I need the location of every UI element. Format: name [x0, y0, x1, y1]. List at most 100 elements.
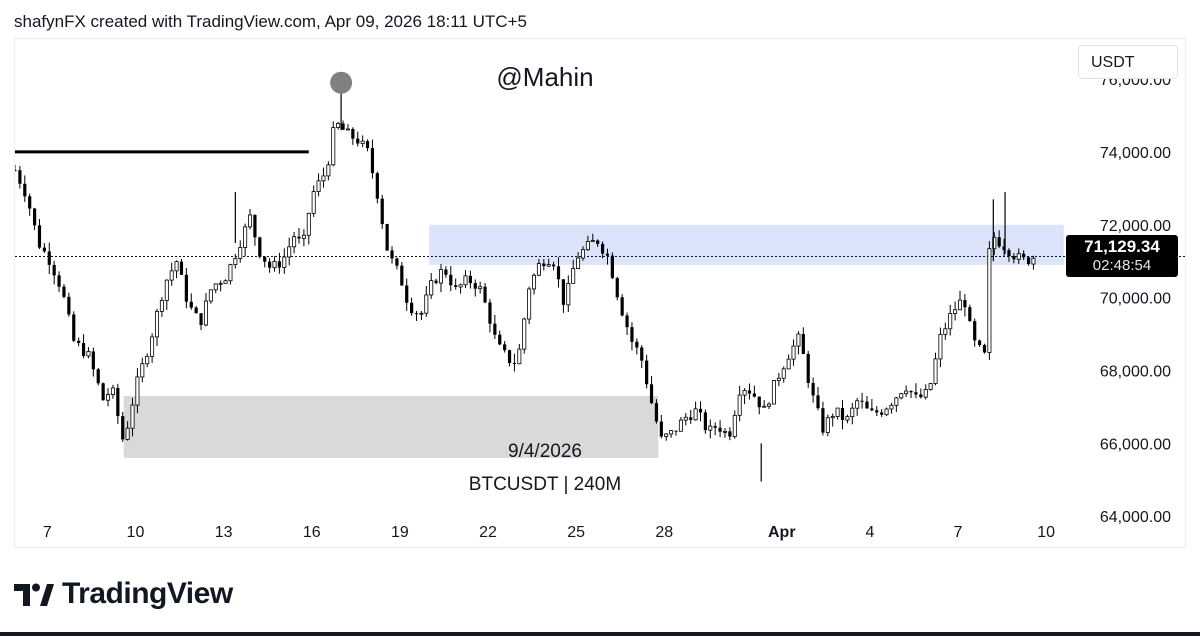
candle — [870, 399, 874, 412]
candle — [390, 246, 394, 264]
candle — [96, 368, 100, 386]
candle — [571, 259, 576, 284]
candle — [218, 280, 223, 292]
tradingview-logo[interactable]: TradingView — [14, 576, 233, 612]
candle — [713, 422, 717, 436]
zone-upper — [429, 224, 1064, 265]
chart-panel[interactable]: 64,000.00 66,000.00 68,000.00 70,000.00 72,0… — [14, 38, 1187, 549]
candle — [958, 290, 963, 311]
candle — [15, 164, 17, 172]
currency-selector[interactable]: USDT — [1078, 45, 1178, 79]
candle — [292, 231, 297, 254]
last-price-label: 71,129.34 02:48:54 — [1066, 235, 1178, 277]
candle — [771, 380, 776, 405]
candle — [159, 297, 164, 317]
candle — [596, 239, 600, 247]
candle — [77, 337, 81, 347]
candle — [683, 413, 688, 426]
candle — [840, 400, 845, 430]
candle — [110, 384, 115, 399]
candle — [845, 414, 850, 424]
candle — [410, 297, 414, 316]
candle — [977, 339, 982, 347]
x-tick-label: 4 — [865, 524, 874, 541]
candle — [400, 261, 404, 286]
candle — [659, 414, 663, 439]
candle — [164, 279, 169, 310]
candle — [287, 237, 292, 266]
candle — [341, 120, 345, 130]
candle — [356, 131, 360, 147]
candle — [693, 401, 698, 421]
candle — [1002, 238, 1006, 257]
candle — [478, 281, 483, 294]
x-tick-label: 28 — [655, 524, 673, 541]
candle — [580, 246, 585, 261]
candle — [1026, 256, 1031, 266]
candle — [816, 386, 820, 411]
x-tick-label: 22 — [479, 524, 497, 541]
candle — [919, 388, 923, 399]
candle — [914, 383, 918, 399]
candle — [438, 263, 443, 293]
candle — [86, 346, 91, 359]
candle — [806, 350, 810, 388]
candle — [507, 349, 512, 367]
candle — [72, 311, 76, 343]
candle — [179, 259, 184, 276]
candle — [732, 410, 737, 439]
candle — [184, 268, 188, 309]
candle — [899, 393, 904, 400]
peak-marker — [330, 71, 353, 94]
candle — [737, 385, 742, 422]
candle — [301, 229, 306, 247]
candle — [174, 260, 179, 279]
candle — [449, 266, 453, 292]
candle — [968, 304, 972, 322]
candle — [57, 271, 61, 292]
candle — [81, 334, 86, 359]
candle — [468, 270, 472, 289]
candle — [973, 318, 977, 347]
candle — [987, 241, 992, 361]
candle — [620, 294, 624, 317]
candle — [722, 428, 727, 438]
candle — [825, 414, 830, 437]
candle — [243, 223, 248, 257]
candle — [615, 276, 619, 301]
candle — [169, 262, 174, 286]
candle — [649, 376, 654, 405]
candle — [253, 214, 257, 246]
candle — [444, 266, 448, 278]
candlestick-chart[interactable]: 64,000.00 66,000.00 68,000.00 70,000.00 72,0… — [15, 39, 1187, 549]
candle — [1022, 250, 1026, 261]
candle — [943, 322, 948, 340]
candle — [762, 400, 767, 408]
candle — [1016, 248, 1021, 265]
candle — [375, 171, 379, 204]
candle — [116, 383, 120, 425]
x-tick-label: 13 — [215, 524, 233, 541]
candle — [297, 228, 301, 244]
candle — [135, 368, 140, 414]
candle — [678, 417, 683, 432]
candle — [345, 124, 350, 131]
candle — [546, 258, 551, 268]
chart-caption: shafynFX created with TradingView.com, A… — [14, 12, 527, 31]
candle — [590, 233, 595, 242]
candle — [194, 306, 198, 314]
candle — [316, 173, 321, 197]
candle — [493, 314, 497, 340]
candle — [767, 402, 772, 410]
candle — [473, 279, 477, 297]
candle — [130, 397, 135, 437]
candle — [483, 283, 487, 304]
candle — [106, 388, 111, 407]
candle — [121, 411, 125, 442]
candle — [698, 401, 703, 422]
candle — [228, 263, 233, 285]
y-tick-label: 70,000.00 — [1100, 291, 1171, 308]
candle — [238, 240, 243, 263]
candle — [674, 430, 678, 436]
bottom-divider — [0, 632, 1200, 636]
